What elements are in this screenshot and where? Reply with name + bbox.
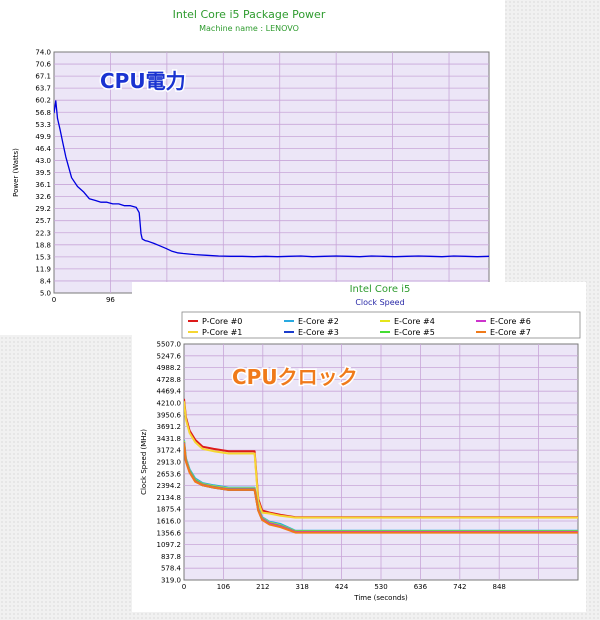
x-tick-label: 848 bbox=[493, 583, 506, 591]
legend-entry: E-Core #2 bbox=[298, 317, 339, 326]
y-tick-label: 29.2 bbox=[35, 205, 51, 213]
y-tick-label: 11.9 bbox=[35, 265, 51, 273]
y-tick-label: 319.0 bbox=[161, 577, 181, 585]
y-tick-label: 70.6 bbox=[35, 61, 51, 69]
y-tick-label: 4728.8 bbox=[157, 376, 182, 384]
legend-entry: E-Core #5 bbox=[394, 328, 435, 337]
y-tick-label: 5.0 bbox=[40, 290, 51, 298]
overlay-label: CPU電力 bbox=[100, 69, 186, 93]
power-chart: Intel Core i5 Package Power Machine name … bbox=[12, 8, 490, 304]
y-axis-label: Clock Speed (MHz) bbox=[140, 429, 148, 495]
x-tick-label: 636 bbox=[414, 583, 428, 591]
y-tick-label: 63.7 bbox=[35, 85, 51, 93]
y-tick-label: 8.4 bbox=[40, 277, 52, 285]
chart-subtitle: Machine name : LENOVO bbox=[199, 24, 299, 33]
y-tick-label: 3172.4 bbox=[157, 447, 182, 455]
y-tick-label: 4210.0 bbox=[157, 400, 182, 408]
y-tick-label: 18.8 bbox=[35, 241, 51, 249]
y-tick-label: 67.1 bbox=[35, 73, 51, 81]
y-tick-label: 578.4 bbox=[161, 565, 182, 573]
y-tick-label: 1356.6 bbox=[157, 529, 182, 537]
legend-entry: P-Core #0 bbox=[202, 317, 242, 326]
y-tick-label: 4988.2 bbox=[157, 364, 182, 372]
legend-entry: E-Core #6 bbox=[490, 317, 531, 326]
y-tick-label: 25.7 bbox=[35, 217, 51, 225]
x-tick-label: 0 bbox=[182, 583, 186, 591]
legend-entry: E-Core #3 bbox=[298, 328, 339, 337]
y-axis-label: Power (Watts) bbox=[12, 148, 20, 197]
series-line-7 bbox=[184, 443, 578, 534]
chart-title: Intel Core i5 bbox=[350, 284, 411, 295]
y-tick-label: 56.8 bbox=[35, 109, 51, 117]
series-line-1 bbox=[184, 401, 578, 519]
legend-entry: P-Core #1 bbox=[202, 328, 242, 337]
legend-box bbox=[181, 311, 581, 339]
y-tick-label: 60.2 bbox=[35, 97, 51, 105]
x-tick-label: 318 bbox=[296, 583, 309, 591]
y-tick-label: 46.4 bbox=[35, 145, 51, 153]
clock-chart: Intel Core i5 Clock Speed 5507.0 5247.6 4988… bbox=[140, 284, 581, 602]
y-tick-label: 5507.0 bbox=[157, 341, 182, 349]
y-tick-label: 39.5 bbox=[35, 169, 51, 177]
y-tick-label: 2913.0 bbox=[157, 459, 182, 467]
y-tick-label: 2134.8 bbox=[157, 494, 182, 502]
y-tick-label: 2394.2 bbox=[157, 482, 182, 490]
y-tick-label: 74.0 bbox=[35, 49, 51, 57]
y-tick-label: 22.3 bbox=[35, 229, 51, 237]
legend-entry: E-Core #7 bbox=[490, 328, 531, 337]
y-tick-label: 49.9 bbox=[35, 133, 51, 141]
y-tick-label: 3691.2 bbox=[157, 423, 182, 431]
y-tick-label: 43.0 bbox=[35, 157, 51, 165]
y-tick-label: 32.6 bbox=[35, 193, 51, 201]
y-tick-label: 4469.4 bbox=[157, 388, 182, 396]
clock-chart-panel: Intel Core i5 Clock Speed 5507.0 5247.6 4988… bbox=[132, 282, 586, 612]
chart-title: Intel Core i5 Package Power bbox=[173, 8, 326, 21]
y-tick-label: 15.3 bbox=[35, 253, 51, 261]
x-tick-label: 212 bbox=[256, 583, 269, 591]
y-tick-label: 3950.6 bbox=[157, 411, 182, 419]
x-axis-label: Time (seconds) bbox=[353, 594, 408, 602]
chart-subtitle: Clock Speed bbox=[355, 298, 404, 307]
overlay-label: CPUクロック bbox=[232, 365, 358, 389]
series-line-0 bbox=[54, 100, 489, 258]
y-tick-label: 3431.8 bbox=[157, 435, 182, 443]
y-tick-label: 53.3 bbox=[35, 121, 51, 129]
x-tick-label: 106 bbox=[217, 583, 231, 591]
x-tick-label: 424 bbox=[335, 583, 349, 591]
y-tick-label: 1097.2 bbox=[157, 541, 182, 549]
x-tick-label: 530 bbox=[374, 583, 387, 591]
y-tick-label: 2653.6 bbox=[157, 470, 182, 478]
x-tick-label: 96 bbox=[106, 296, 115, 304]
legend-entry: E-Core #4 bbox=[394, 317, 435, 326]
y-tick-label: 837.8 bbox=[161, 553, 181, 561]
x-tick-label: 742 bbox=[453, 583, 466, 591]
y-tick-label: 5247.6 bbox=[157, 352, 182, 360]
y-tick-label: 1875.4 bbox=[157, 506, 182, 514]
y-tick-label: 36.1 bbox=[35, 181, 51, 189]
x-tick-label: 0 bbox=[52, 296, 56, 304]
power-chart-panel: Intel Core i5 Package Power Machine name … bbox=[0, 0, 505, 335]
y-tick-label: 1616.0 bbox=[157, 518, 182, 526]
